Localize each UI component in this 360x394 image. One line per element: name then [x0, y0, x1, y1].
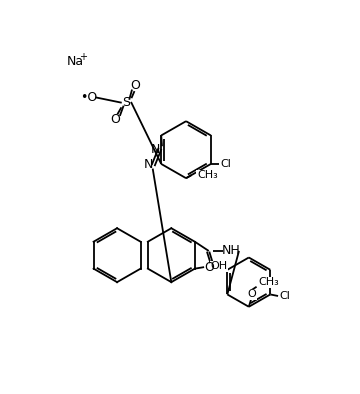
Text: O: O: [131, 79, 141, 92]
Text: N: N: [144, 158, 153, 171]
Text: +: +: [79, 52, 87, 62]
Text: Na: Na: [67, 55, 84, 68]
Text: O: O: [111, 113, 121, 126]
Text: CH₃: CH₃: [258, 277, 279, 287]
Text: NH: NH: [222, 244, 240, 257]
Text: S: S: [122, 96, 130, 109]
Text: Cl: Cl: [280, 291, 291, 301]
Text: O: O: [204, 261, 214, 274]
Text: •O: •O: [81, 91, 98, 104]
Text: Cl: Cl: [220, 159, 231, 169]
Text: OH: OH: [210, 261, 228, 271]
Text: O: O: [248, 290, 256, 299]
Text: CH₃: CH₃: [197, 170, 218, 180]
Text: N: N: [150, 143, 160, 156]
